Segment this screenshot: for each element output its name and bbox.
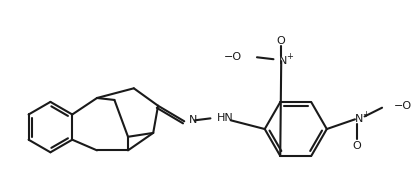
Text: −O: −O (224, 52, 242, 62)
Text: −O: −O (394, 101, 412, 111)
Text: +: + (362, 110, 369, 119)
Text: +: + (286, 52, 293, 61)
Text: O: O (277, 36, 286, 46)
Text: N: N (355, 114, 363, 124)
Text: N: N (189, 115, 197, 125)
Text: HN: HN (217, 113, 234, 123)
Text: O: O (353, 141, 361, 151)
Text: N: N (279, 56, 287, 66)
